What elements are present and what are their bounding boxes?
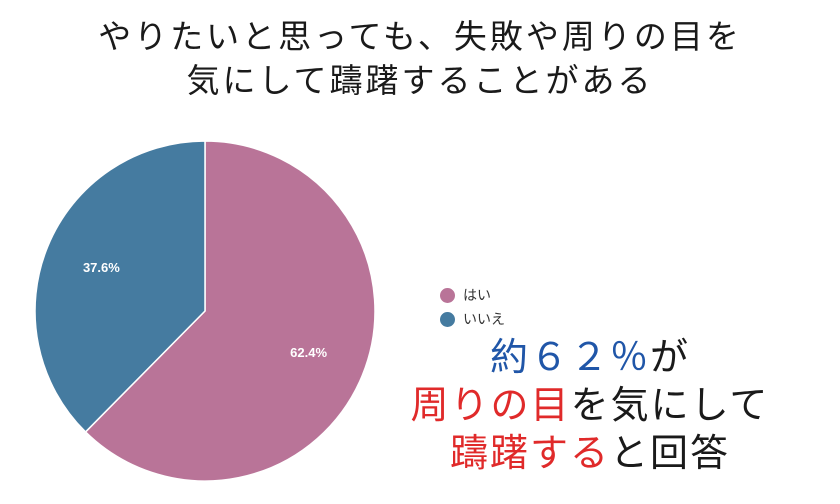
legend-item-iie: いいえ xyxy=(440,307,505,331)
chart-legend: はい いいえ xyxy=(440,283,505,331)
legend-item-hai: はい xyxy=(440,283,505,307)
callout-segment: 周りの目 xyxy=(410,383,571,427)
chart-title-line-1: やりたいと思っても、失敗や周りの目を xyxy=(98,17,742,56)
chart-title-line-2: 気にして躊躇することがある xyxy=(186,61,654,100)
legend-swatch-iie xyxy=(440,311,455,327)
pie-slice-label-iie: 37.6% xyxy=(83,260,120,275)
callout-segment: と回答 xyxy=(610,431,731,475)
callout-segment: 躊躇する xyxy=(449,431,610,475)
callout-line-2: 周りの目を気にして xyxy=(400,386,780,424)
legend-label-hai: はい xyxy=(463,288,491,304)
pie-slice-label-hai: 62.4% xyxy=(290,345,327,360)
callout-segment: 約６２％ xyxy=(489,335,650,379)
legend-swatch-hai xyxy=(440,287,455,303)
callout-segment: が xyxy=(650,335,691,379)
callout-line-3: 躊躇すると回答 xyxy=(400,434,780,472)
pie-slice-hai xyxy=(84,140,376,482)
callout-line-1: 約６２％が xyxy=(400,338,780,376)
callout-segment: を気にして xyxy=(570,383,770,427)
legend-label-iie: いいえ xyxy=(463,312,505,328)
pie-slice-iie xyxy=(34,140,206,434)
